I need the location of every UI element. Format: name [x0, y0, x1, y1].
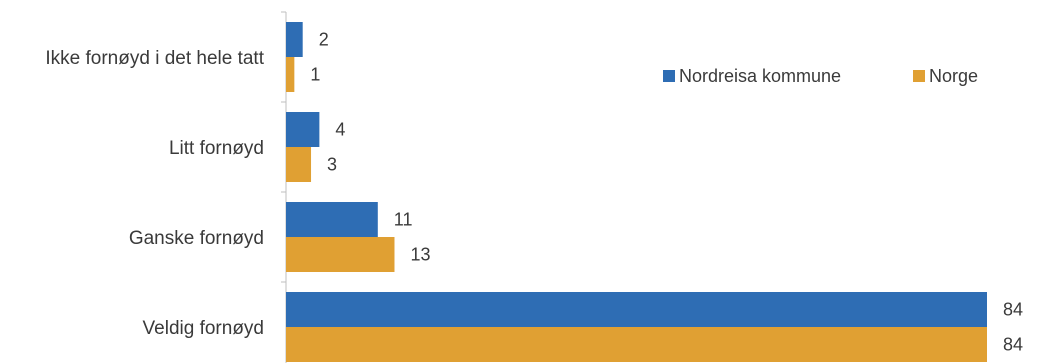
bar-value-label: 84	[1003, 300, 1023, 320]
legend-label: Norge	[929, 66, 978, 86]
legend-swatch-nordreisa	[663, 70, 675, 82]
legend-label: Nordreisa kommune	[679, 66, 841, 86]
bar-norge	[286, 147, 312, 182]
axis	[281, 11, 287, 363]
bar-value-label: 13	[410, 245, 430, 265]
category-label: Litt fornøyd	[169, 138, 264, 159]
bar-nordreisa	[286, 202, 378, 237]
bar-value-label: 11	[394, 210, 413, 230]
bar-nordreisa	[286, 22, 303, 57]
bar-value-label: 2	[319, 30, 329, 50]
category-label: Ganske fornøyd	[129, 228, 264, 249]
bar-value-label: 1	[310, 65, 320, 85]
bar-norge	[286, 327, 987, 362]
category-label: Veldig fornøyd	[143, 318, 264, 339]
bar-nordreisa	[286, 292, 987, 327]
bar-value-label: 3	[327, 155, 337, 175]
legend: Nordreisa kommune Norge	[663, 66, 978, 86]
category-label: Ikke fornøyd i det hele tatt	[45, 48, 264, 69]
bar-norge	[286, 237, 395, 272]
category-labels: Ikke fornøyd i det hele tatt Litt fornøyd…	[45, 48, 264, 339]
bar-value-label: 84	[1003, 335, 1023, 355]
bars	[286, 22, 987, 362]
bar-nordreisa	[286, 112, 320, 147]
legend-swatch-norge	[913, 70, 925, 82]
bar-norge	[286, 57, 295, 92]
bar-value-label: 4	[335, 120, 345, 140]
data-labels: 2 1 4 3 11 13 84 84	[310, 30, 1023, 355]
